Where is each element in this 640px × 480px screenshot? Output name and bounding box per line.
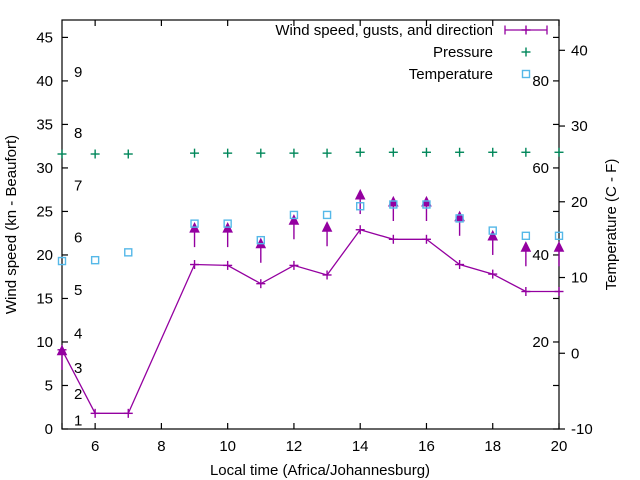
pressure-tick-label: 60 (532, 160, 549, 177)
x-tick-label: 12 (286, 438, 303, 455)
beaufort-tick-label: 9 (74, 64, 82, 81)
temperature-point (455, 214, 464, 223)
legend-label-0: Wind speed, gusts, and direction (275, 22, 493, 39)
wind-direction-arrow (321, 221, 333, 232)
wind-direction-arrow (354, 188, 366, 200)
plot-frame (61, 19, 560, 430)
y2-tick-label: 10 (571, 270, 588, 287)
temperature-point (124, 248, 133, 257)
x-tick-label: 18 (484, 438, 501, 455)
wind-direction-arrow (454, 210, 465, 222)
x-tick-label: 10 (219, 438, 236, 455)
x-tick-label: 6 (91, 438, 99, 455)
beaufort-tick-label: 8 (74, 125, 82, 142)
x-tick-label: 8 (157, 438, 165, 455)
y-tick-label: 15 (36, 290, 53, 307)
x-tick-label: 16 (418, 438, 435, 455)
y-tick-label: 0 (45, 421, 53, 438)
wind-direction-arrow (520, 241, 532, 252)
beaufort-tick-label: 6 (74, 230, 82, 247)
temperature-point (190, 219, 199, 228)
y2-axis-title: Temperature (C - F) (603, 159, 620, 291)
y-tick-label: 45 (36, 29, 53, 46)
y-tick-label: 25 (36, 203, 53, 220)
temperature-point (289, 210, 299, 220)
temperature-point (521, 231, 531, 241)
wind-direction-arrow (288, 214, 300, 225)
wind-speed-line (61, 228, 559, 414)
y2-tick-label: 0 (571, 345, 579, 362)
y-tick-label: 5 (45, 377, 53, 394)
pressure-tick-label: 100 (524, 0, 549, 3)
y-axis-title: Wind speed (kn - Beaufort) (3, 135, 20, 314)
temperature-point (90, 255, 100, 265)
temperature-point (422, 200, 431, 209)
y2-tick-label: 30 (571, 118, 588, 135)
temperature-point (256, 235, 265, 245)
x-tick-label: 20 (551, 438, 568, 455)
beaufort-tick-label: 5 (74, 282, 82, 299)
temperature-point (389, 200, 398, 209)
temperature-point (223, 219, 232, 228)
temperature-point (57, 256, 67, 266)
wind-direction-arrow (553, 241, 565, 252)
beaufort-tick-label: 1 (74, 412, 82, 429)
wind-direction-arrow (487, 229, 499, 241)
beaufort-tick-label: 2 (74, 386, 82, 403)
x-axis-title: Local time (Africa/Johannesburg) (210, 462, 430, 479)
temperature-point (356, 202, 365, 211)
y2-tick-label: 40 (571, 42, 588, 59)
pressure-tick-label: 40 (532, 247, 549, 264)
beaufort-tick-label: 4 (74, 325, 82, 342)
temperature-point (554, 231, 564, 241)
pressure-tick-label: 20 (532, 334, 549, 351)
y-tick-label: 30 (36, 160, 53, 177)
pressure-tick-label: 80 (532, 73, 549, 90)
temperature-point (322, 210, 332, 220)
y-tick-label: 35 (36, 116, 53, 133)
legend-sample-temperature (521, 69, 531, 79)
beaufort-tick-label: 3 (74, 360, 82, 377)
y2-tick-label: -10 (571, 421, 593, 438)
x-tick-label: 14 (352, 438, 369, 455)
beaufort-tick-label: 7 (74, 177, 82, 194)
y2-tick-label: 20 (571, 194, 588, 211)
legend-label-1: Pressure (433, 44, 493, 61)
wind-direction-arrow (56, 344, 68, 356)
y-tick-label: 10 (36, 334, 53, 351)
y-tick-label: 20 (36, 247, 53, 264)
temperature-point (488, 226, 497, 235)
legend-label-2: Temperature (409, 66, 493, 83)
y-tick-label: 40 (36, 73, 53, 90)
